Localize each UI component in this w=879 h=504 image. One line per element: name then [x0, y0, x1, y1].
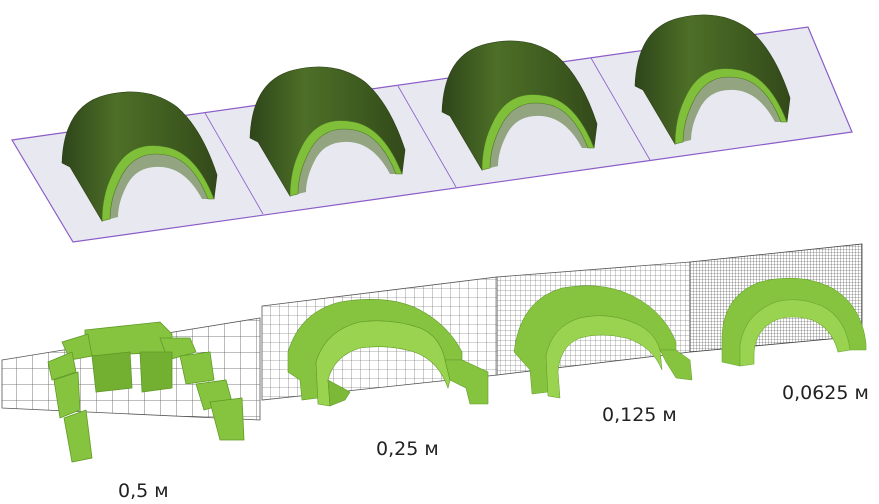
label-0125: 0,125 м [602, 404, 677, 426]
label-025: 0,25 м [376, 438, 439, 460]
label-05: 0,5 м [118, 480, 169, 502]
label-00625: 0,0625 м [782, 382, 869, 404]
voxel-arch-00625 [721, 277, 867, 367]
arch-1 [61, 91, 218, 223]
voxel-arch-0125 [513, 285, 693, 399]
voxel-arch-05 [47, 321, 245, 463]
arch-3 [441, 40, 598, 172]
arch-2 [249, 66, 406, 198]
voxel-arch-025 [287, 299, 489, 407]
arch-4 [634, 14, 791, 146]
